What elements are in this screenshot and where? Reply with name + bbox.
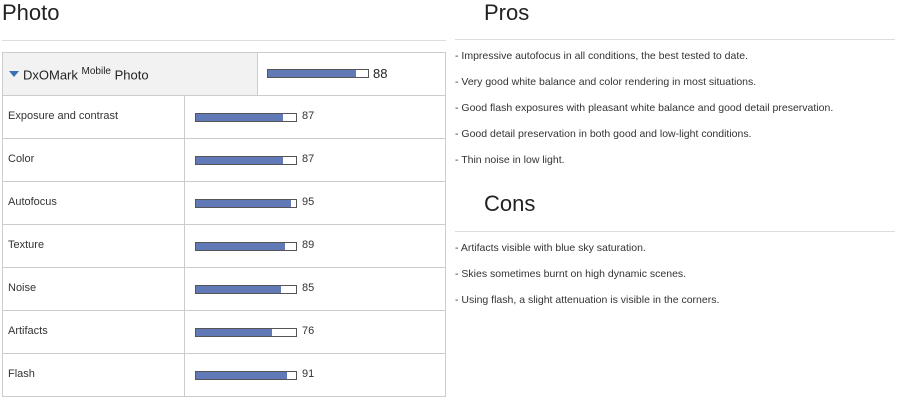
list-item: - Good detail preservation in both good …	[455, 128, 752, 140]
collapse-arrow[interactable]	[9, 70, 21, 80]
row-label-cell: Color	[2, 138, 185, 182]
row-bar-frame	[195, 199, 297, 208]
row-score-cell: 87	[184, 138, 446, 182]
list-item: - Skies sometimes burnt on high dynamic …	[455, 268, 687, 280]
pros-title: Pros	[484, 0, 530, 25]
row-bar-frame	[195, 328, 297, 337]
row-bar-frame	[195, 371, 297, 380]
row-bar	[196, 286, 281, 293]
list-item: - Good flash exposures with pleasant whi…	[455, 102, 834, 114]
row-label-cell: Texture	[2, 224, 185, 268]
list-item: - Thin noise in low light.	[455, 154, 565, 166]
row-label: Noise	[8, 282, 37, 294]
list-item: - Artifacts visible with blue sky satura…	[455, 242, 646, 254]
summary-superscript: Mobile	[81, 66, 111, 77]
row-bar	[196, 200, 291, 207]
row-score: 91	[302, 368, 315, 380]
list-item: - Impressive autofocus in all conditions…	[455, 50, 748, 62]
row-score-cell: 85	[184, 267, 446, 311]
row-bar-frame	[195, 113, 297, 122]
row-bar-frame	[195, 285, 297, 294]
cons-title: Cons	[484, 191, 536, 216]
row-score-cell: 89	[184, 224, 446, 268]
row-score: 87	[302, 153, 315, 165]
row-label-cell: Exposure and contrast	[2, 95, 185, 139]
row-bar-frame	[195, 242, 297, 251]
row-label-cell: Artifacts	[2, 310, 185, 354]
row-bar	[196, 329, 272, 336]
row-label: Artifacts	[8, 325, 48, 337]
row-score: 87	[302, 110, 315, 122]
list-item: - Very good white balance and color rend…	[455, 76, 757, 88]
row-bar	[196, 157, 283, 164]
row-label: Autofocus	[8, 196, 57, 208]
row-label: Texture	[8, 239, 45, 251]
row-score: 85	[302, 282, 315, 294]
summary-suffix: Photo	[114, 67, 149, 83]
row-bar-frame	[195, 156, 297, 165]
summary-score-cell: 88	[257, 52, 446, 96]
row-score-cell: 91	[184, 353, 446, 397]
row-bar	[196, 114, 283, 121]
divider	[2, 40, 446, 41]
row-bar	[196, 372, 287, 379]
summary-bar	[268, 70, 356, 77]
list-item: - Using flash, a slight attenuation is v…	[455, 294, 720, 306]
summary-label-cell: DxOMark Mobile Photo	[2, 52, 258, 96]
row-score-cell: 95	[184, 181, 446, 225]
row-score: 95	[302, 196, 315, 208]
row-label: Color	[8, 153, 35, 165]
summary-label: DxOMark Mobile Photo	[23, 66, 149, 82]
summary-name: DxOMark	[23, 67, 78, 83]
summary-score: 88	[373, 66, 388, 81]
row-score-cell: 76	[184, 310, 446, 354]
row-label: Exposure and contrast	[8, 110, 119, 122]
section-title: Photo	[2, 0, 60, 25]
row-bar	[196, 243, 285, 250]
row-score-cell: 87	[184, 95, 446, 139]
divider	[455, 231, 895, 232]
row-label: Flash	[8, 368, 35, 380]
row-label-cell: Autofocus	[2, 181, 185, 225]
row-score: 76	[302, 325, 315, 337]
row-score: 89	[302, 239, 315, 251]
divider	[455, 39, 895, 40]
row-label-cell: Flash	[2, 353, 185, 397]
summary-bar-frame	[267, 69, 369, 78]
row-label-cell: Noise	[2, 267, 185, 311]
